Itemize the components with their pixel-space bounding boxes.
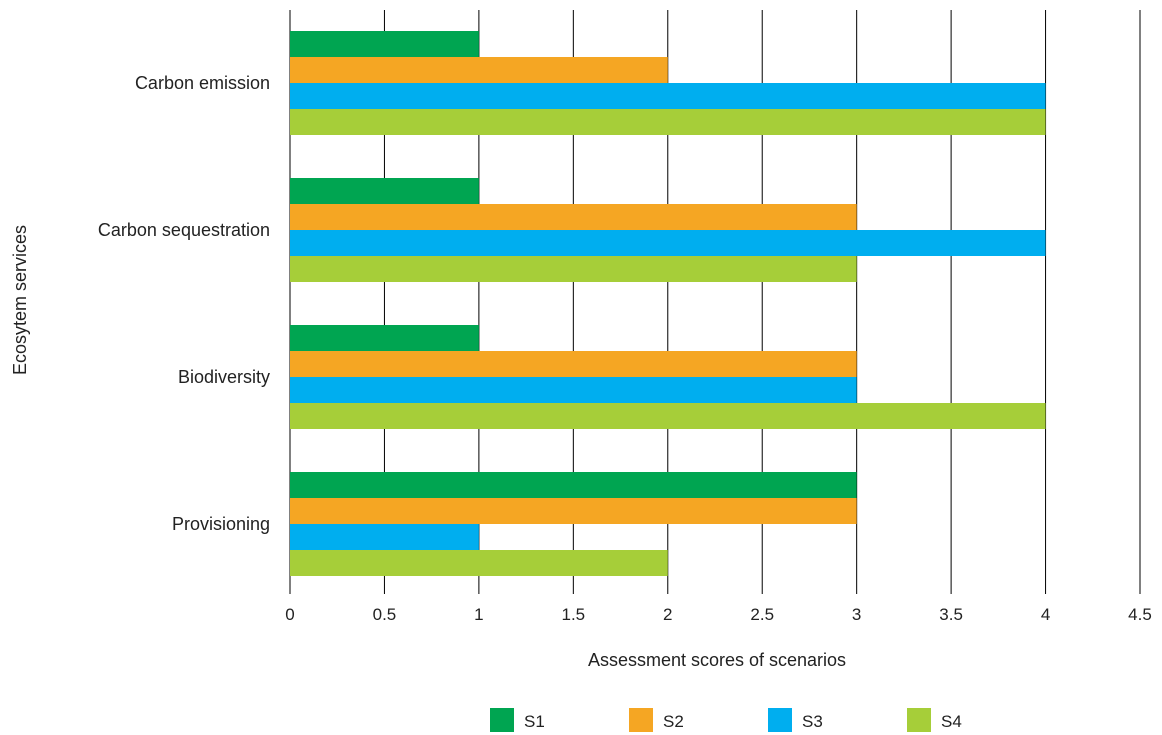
category-label: Carbon sequestration: [98, 220, 270, 240]
x-tick-label: 2: [663, 605, 672, 624]
bar-s2-3: [290, 498, 857, 524]
bar-s2-0: [290, 57, 668, 83]
legend-label-s4: S4: [941, 712, 962, 731]
x-tick-label: 1: [474, 605, 483, 624]
category-label: Provisioning: [172, 514, 270, 534]
y-axis-title: Ecosytem services: [10, 225, 30, 375]
x-tick-label: 3: [852, 605, 861, 624]
bar-s1-0: [290, 31, 479, 57]
bar-s3-1: [290, 230, 1046, 256]
legend-label-s3: S3: [802, 712, 823, 731]
x-tick-label: 0.5: [373, 605, 397, 624]
x-axis-title: Assessment scores of scenarios: [588, 650, 846, 670]
bar-s4-0: [290, 109, 1046, 135]
bar-s1-1: [290, 178, 479, 204]
bar-s4-1: [290, 256, 857, 282]
legend-swatch-s1: [490, 708, 514, 732]
bar-s1-3: [290, 472, 857, 498]
legend: S1 S2 S3 S4: [490, 708, 962, 732]
x-tick-label: 2.5: [750, 605, 774, 624]
legend-swatch-s4: [907, 708, 931, 732]
bar-s3-0: [290, 83, 1046, 109]
category-label: Biodiversity: [178, 367, 270, 387]
bar-s3-2: [290, 377, 857, 403]
legend-swatch-s2: [629, 708, 653, 732]
x-tick-label: 0: [285, 605, 294, 624]
bar-s3-3: [290, 524, 479, 550]
bars: [290, 31, 1046, 576]
bar-s2-2: [290, 351, 857, 377]
legend-label-s2: S2: [663, 712, 684, 731]
x-tick-label: 3.5: [939, 605, 963, 624]
bar-s4-2: [290, 403, 1046, 429]
x-tick-label: 4.5: [1128, 605, 1152, 624]
bar-s2-1: [290, 204, 857, 230]
legend-swatch-s3: [768, 708, 792, 732]
category-label: Carbon emission: [135, 73, 270, 93]
x-tick-labels: 0 0.5 1 1.5 2 2.5 3 3.5 4 4.5: [285, 605, 1152, 624]
x-tick-label: 4: [1041, 605, 1050, 624]
category-labels: Carbon emission Carbon sequestration Biodi…: [98, 73, 270, 534]
bar-s1-2: [290, 325, 479, 351]
bar-s4-3: [290, 550, 668, 576]
x-tick-label: 1.5: [562, 605, 586, 624]
legend-label-s1: S1: [524, 712, 545, 731]
